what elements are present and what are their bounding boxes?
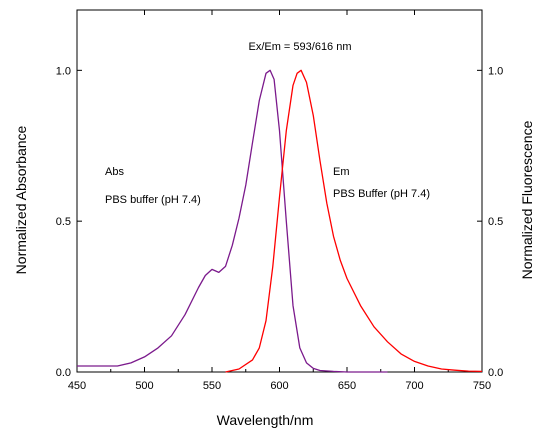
abs-buffer-label: PBS buffer (pH 7.4) [105, 194, 201, 206]
y-tick-label-right: 0.5 [488, 216, 503, 228]
x-tick-label: 700 [405, 380, 423, 392]
x-axis-title: Wavelength/nm [217, 412, 314, 428]
y-tick-label-right: 0.0 [488, 367, 503, 379]
chart-title: Ex/Em = 593/616 nm [248, 41, 351, 53]
y-tick-label-left: 1.0 [56, 65, 71, 77]
y-tick-label-left: 0.0 [56, 367, 71, 379]
series-line-abs [77, 69, 388, 373]
y-axis-right-title: Normalized Fluorescence [519, 120, 535, 279]
x-tick-label: 600 [270, 380, 288, 392]
y-axis-left-title: Normalized Absorbance [13, 125, 29, 274]
series-line-em [225, 69, 483, 373]
y-tick-label-right: 1.0 [488, 65, 503, 77]
x-tick-label: 450 [68, 380, 86, 392]
x-tick-label: 650 [338, 380, 356, 392]
abs-label: Abs [105, 166, 124, 178]
y-tick-label-left: 0.5 [56, 216, 71, 228]
em-buffer-label: PBS Buffer (pH 7.4) [333, 188, 430, 200]
em-label: Em [333, 166, 350, 178]
series-layer [77, 69, 483, 373]
x-tick-label: 550 [203, 380, 221, 392]
x-tick-label: 500 [135, 380, 153, 392]
x-tick-label: 750 [473, 380, 491, 392]
